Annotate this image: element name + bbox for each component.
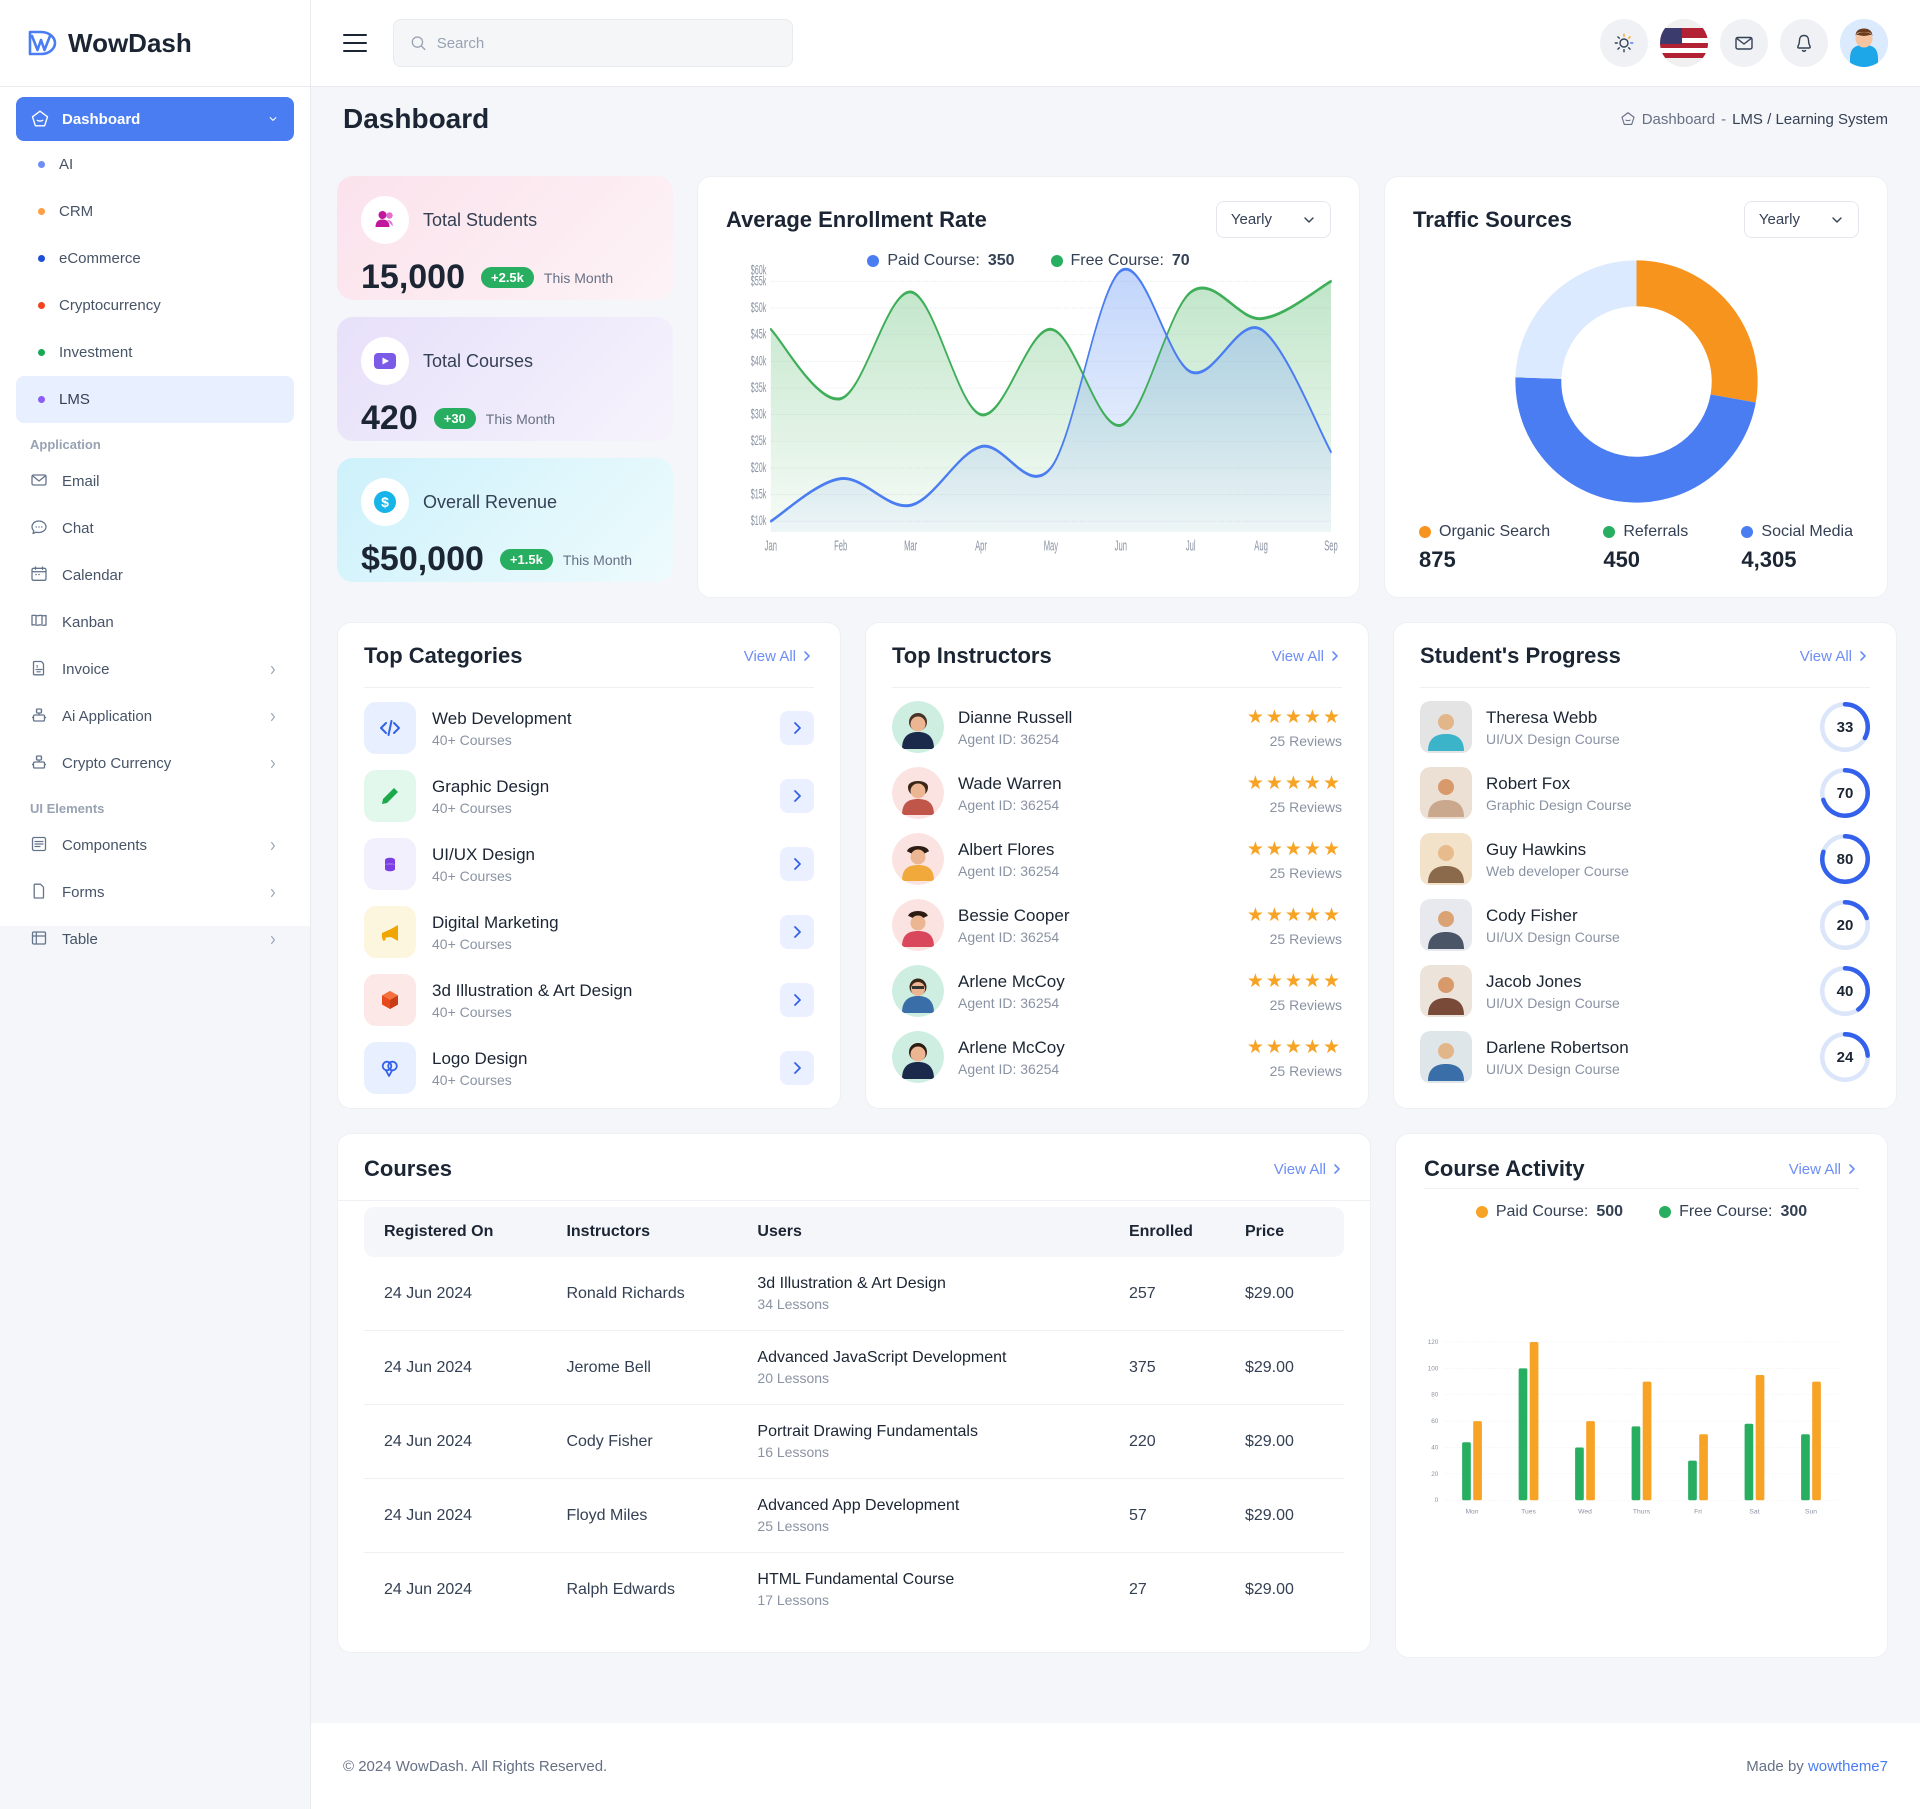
svg-text:Apr: Apr xyxy=(975,539,987,554)
svg-text:$50k: $50k xyxy=(751,301,767,316)
svg-text:Mar: Mar xyxy=(904,539,917,554)
svg-text:Sun: Sun xyxy=(1805,1509,1817,1516)
svg-text:$35k: $35k xyxy=(751,381,767,396)
svg-text:Mon: Mon xyxy=(1465,1509,1478,1516)
svg-text:80: 80 xyxy=(1837,851,1854,868)
svg-text:0: 0 xyxy=(1435,1497,1439,1504)
svg-text:120: 120 xyxy=(1428,1339,1439,1346)
svg-text:$40k: $40k xyxy=(751,354,767,369)
svg-text:Wed: Wed xyxy=(1578,1509,1592,1516)
svg-text:Jun: Jun xyxy=(1115,539,1127,554)
svg-text:Sep: Sep xyxy=(1324,539,1338,554)
svg-text:Fri: Fri xyxy=(1694,1509,1702,1516)
svg-text:$20k: $20k xyxy=(751,461,767,476)
svg-text:80: 80 xyxy=(1431,1392,1439,1399)
svg-text:40: 40 xyxy=(1431,1444,1439,1451)
svg-text:$30k: $30k xyxy=(751,407,767,422)
svg-text:Tues: Tues xyxy=(1521,1509,1536,1516)
svg-text:$55k: $55k xyxy=(751,274,767,289)
svg-text:20: 20 xyxy=(1837,917,1854,934)
svg-text:$: $ xyxy=(381,494,389,510)
svg-text:Jul: Jul xyxy=(1186,539,1196,554)
svg-text:Aug: Aug xyxy=(1254,539,1268,554)
svg-text:May: May xyxy=(1044,539,1059,554)
svg-text:$25k: $25k xyxy=(751,434,767,449)
svg-text:Thurs: Thurs xyxy=(1633,1509,1651,1516)
svg-text:100: 100 xyxy=(1428,1365,1439,1372)
svg-text:40: 40 xyxy=(1837,983,1854,1000)
svg-text:$15k: $15k xyxy=(751,487,767,502)
svg-text:Jan: Jan xyxy=(765,539,777,554)
svg-text:24: 24 xyxy=(1837,1049,1854,1066)
svg-text:60: 60 xyxy=(1431,1418,1439,1425)
svg-text:Feb: Feb xyxy=(834,539,847,554)
svg-text:$10k: $10k xyxy=(751,514,767,529)
svg-text:20: 20 xyxy=(1431,1471,1439,1478)
svg-text:$45k: $45k xyxy=(751,327,767,342)
svg-text:70: 70 xyxy=(1837,785,1854,802)
svg-text:33: 33 xyxy=(1837,719,1854,736)
svg-text:Sat: Sat xyxy=(1749,1509,1759,1516)
svg-text:$: $ xyxy=(36,664,38,668)
